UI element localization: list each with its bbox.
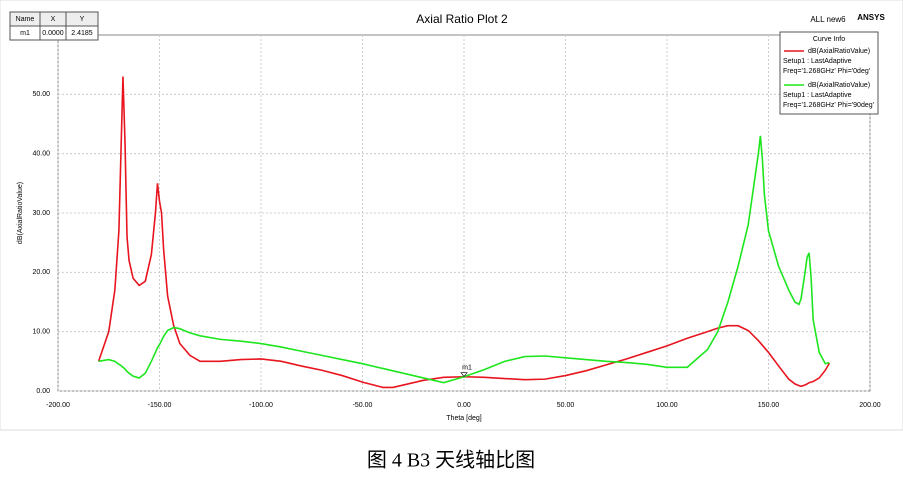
table-header: Y: [80, 16, 85, 23]
x-axis-label: Theta [deg]: [446, 415, 481, 422]
x-tick-label: -50.00: [353, 402, 373, 409]
chart-frame: [0, 0, 903, 431]
legend-info: Setup1 : LastAdaptive: [783, 58, 852, 65]
legend-info: Freq='1.268GHz' Phi='90deg': [783, 102, 874, 109]
x-tick-label: 50.00: [557, 402, 575, 409]
y-tick-label: 40.00: [32, 151, 50, 158]
corner-right: ANSYS: [857, 13, 885, 22]
legend-info: Freq='1.268GHz' Phi='0deg': [783, 68, 870, 75]
legend-info: Setup1 : LastAdaptive: [783, 92, 852, 99]
x-tick-label: 0.00: [457, 402, 471, 409]
y-tick-label: 50.00: [32, 91, 50, 98]
table-header: X: [51, 16, 56, 23]
table-cell: 0.0000: [42, 30, 64, 37]
x-tick-label: 200.00: [859, 402, 881, 409]
y-tick-label: 20.00: [32, 269, 50, 276]
x-tick-label: -150.00: [148, 402, 172, 409]
marker-label: m1: [462, 364, 472, 371]
x-tick-label: 100.00: [656, 402, 678, 409]
x-tick-label: 150.00: [758, 402, 780, 409]
table-cell: m1: [20, 30, 30, 37]
legend: [779, 31, 879, 115]
y-tick-label: 10.00: [32, 329, 50, 336]
caption: 图 4 B3 天线轴比图: [367, 449, 535, 472]
y-axis-label: dB(AxialRatioValue): [17, 182, 24, 244]
table-header: Name: [16, 16, 35, 23]
series-line: [97, 76, 831, 389]
series-line: [98, 135, 830, 384]
legend-title: Curve Info: [813, 36, 845, 43]
table-cell: 2.4185: [71, 30, 93, 37]
x-tick-label: -200.00: [46, 402, 70, 409]
x-tick-label: -100.00: [249, 402, 273, 409]
legend-entry: dB(AxialRatioValue): [808, 82, 870, 89]
chart-title: Axial Ratio Plot 2: [416, 12, 508, 26]
legend-entry: dB(AxialRatioValue): [808, 48, 870, 55]
marker-point: [460, 372, 468, 378]
y-tick-label: 0.00: [36, 388, 50, 395]
corner-left: ALL new6: [810, 15, 846, 24]
y-tick-label: 30.00: [32, 210, 50, 217]
marker-table-header: [9, 11, 99, 27]
